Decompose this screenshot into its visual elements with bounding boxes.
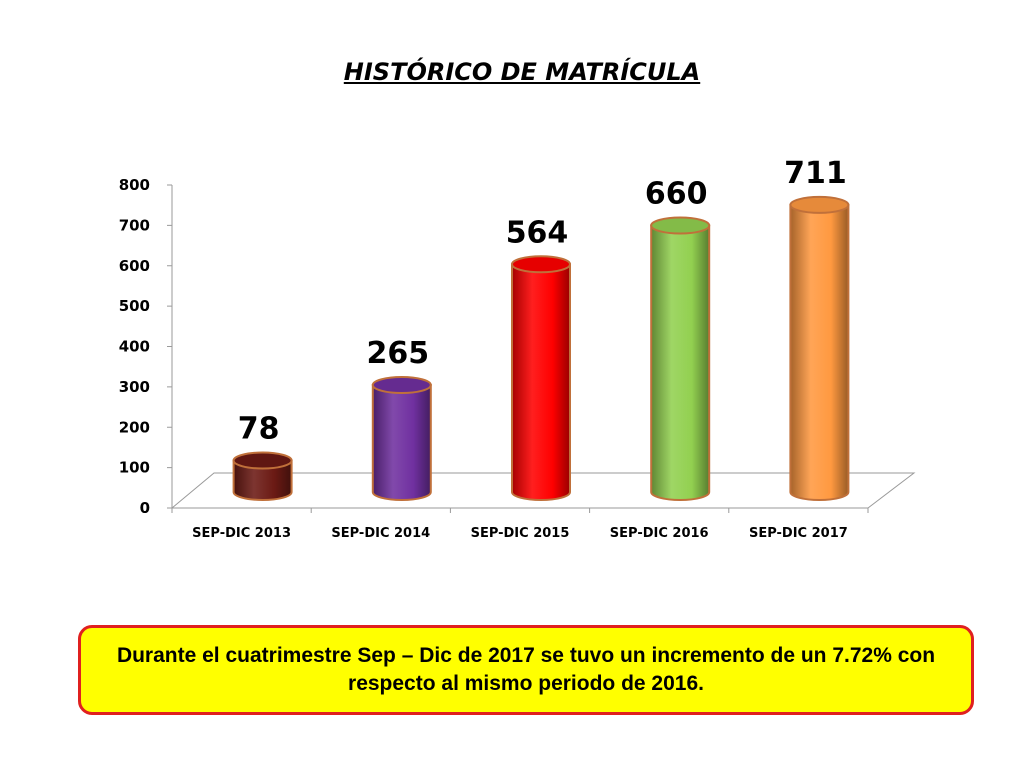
bar-top — [650, 216, 711, 235]
bar-body — [511, 263, 571, 501]
data-label: 564 — [506, 215, 569, 250]
y-tick-label: 600 — [119, 257, 150, 275]
y-axis: 0 100 200 300 400 500 600 700 800 — [119, 176, 173, 517]
data-label: 265 — [366, 336, 429, 371]
y-tick-label: 0 — [140, 499, 150, 517]
bars — [232, 195, 850, 501]
data-label: 660 — [645, 177, 708, 212]
bar-sep-dic-2014 — [371, 376, 432, 501]
x-tick-label: SEP-DIC 2017 — [749, 526, 848, 541]
chart-title: HISTÓRICO DE MATRÍCULA — [343, 58, 701, 86]
x-tick-label: SEP-DIC 2015 — [471, 526, 570, 541]
x-tick-label: SEP-DIC 2013 — [192, 526, 291, 541]
bar-sep-dic-2017 — [789, 195, 850, 501]
y-tick-label: 700 — [119, 216, 150, 234]
bar-body — [371, 384, 432, 501]
y-tick-label: 500 — [119, 297, 150, 315]
data-labels: 78 265 564 660 711 — [238, 156, 847, 447]
bar-sep-dic-2016 — [650, 216, 711, 501]
y-tick-label: 800 — [119, 176, 150, 194]
bar-top — [232, 451, 293, 470]
data-label: 711 — [784, 156, 847, 191]
bar-body — [789, 203, 850, 501]
bar-body — [232, 459, 293, 501]
bar-top — [371, 376, 432, 395]
y-tick-label: 100 — [119, 459, 150, 477]
y-tick-label: 400 — [119, 338, 150, 356]
x-tick-label: SEP-DIC 2014 — [331, 526, 430, 541]
bar-top — [789, 195, 850, 214]
x-axis: SEP-DIC 2013 SEP-DIC 2014 SEP-DIC 2015 SEP-… — [171, 507, 869, 541]
bar-sep-dic-2013 — [232, 451, 293, 501]
data-label: 78 — [238, 412, 280, 447]
bar-sep-dic-2015 — [511, 255, 571, 501]
summary-note: Durante el cuatrimestre Sep – Dic de 201… — [78, 625, 974, 715]
bar-top — [511, 255, 571, 274]
y-tick-label: 300 — [119, 378, 150, 396]
bar-body — [650, 224, 711, 501]
y-tick-label: 200 — [119, 418, 150, 436]
x-tick-label: SEP-DIC 2016 — [610, 526, 709, 541]
